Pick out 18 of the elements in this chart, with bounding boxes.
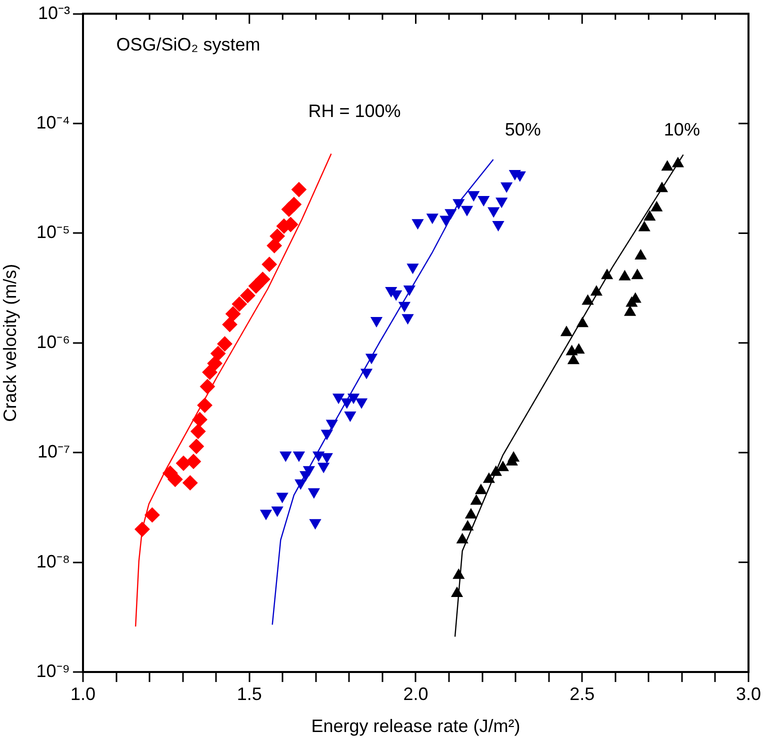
x-tick-label: 3.0 [736, 684, 762, 704]
y-tick-label: 10⁻⁷ [37, 442, 70, 462]
x-tick-label: 1.5 [236, 684, 262, 704]
y-tick-label: 10⁻⁵ [36, 222, 70, 242]
y-tick-label: 10⁻⁶ [36, 332, 70, 352]
y-axis-title: Crack velocity (m/s) [0, 264, 20, 422]
x-tick-label: 2.5 [570, 684, 595, 704]
annotation: OSG/SiO₂ system [116, 34, 260, 54]
y-tick-label: 10⁻⁴ [36, 112, 70, 132]
annotation: 10% [664, 119, 700, 140]
x-tick-label: 1.0 [70, 684, 96, 704]
annotation: RH = 100% [308, 100, 401, 121]
x-tick-label: 2.0 [403, 684, 428, 704]
x-axis-title: Energy release rate (J/m²) [311, 716, 520, 736]
y-tick-label: 10⁻³ [38, 2, 70, 23]
annotation: 50% [504, 119, 541, 140]
y-tick-label: 10⁻⁹ [36, 660, 70, 681]
y-tick-label: 10⁻⁸ [36, 551, 70, 572]
